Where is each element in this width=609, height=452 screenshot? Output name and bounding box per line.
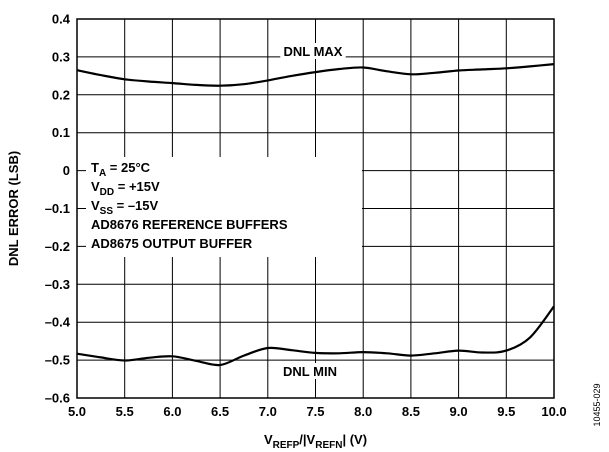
y-tick-label: –0.2 <box>45 239 70 254</box>
x-tick-label: 6.0 <box>163 404 181 419</box>
condition-line: TA = 25°C <box>91 160 151 179</box>
figure-code: 10455-029 <box>592 383 602 426</box>
dnl-min-label-bg <box>277 363 343 379</box>
y-tick-label: –0.5 <box>45 353 70 368</box>
x-tick-label: 7.0 <box>259 404 277 419</box>
condition-line: AD8675 OUTPUT BUFFER <box>91 236 253 251</box>
x-tick-label: 5.0 <box>68 404 86 419</box>
y-tick-label: 0.3 <box>52 49 70 64</box>
y-tick-label: 0.4 <box>52 12 71 27</box>
y-tick-label: 0.1 <box>52 125 70 140</box>
tick-labels: 5.0 5.5 6.0 6.5 7.0 7.5 8.0 8.5 9.0 9.5 10.0 0.4 0.3… <box>6 12 567 452</box>
x-axis-label: VREFP/|VREFN| (V) <box>264 432 367 451</box>
x-tick-label: 10.0 <box>541 404 566 419</box>
dnl-min-label: DNL MIN <box>283 364 337 379</box>
condition-line: VDD = +15V <box>91 179 160 198</box>
x-tick-label: 8.5 <box>402 404 420 419</box>
condition-line: AD8676 REFERENCE BUFFERS <box>91 217 288 232</box>
dnl-max-line <box>76 63 555 87</box>
conditions-bg <box>86 157 362 257</box>
condition-line: VSS = –15V <box>91 198 159 217</box>
dnl-min-line <box>76 305 555 367</box>
y-tick-label: –0.1 <box>45 201 70 216</box>
x-tick-label: 5.5 <box>116 404 134 419</box>
x-tick-label: 6.5 <box>211 404 229 419</box>
series-group <box>76 63 555 367</box>
y-axis-label: DNL ERROR (LSB) <box>6 151 21 266</box>
y-tick-label: –0.3 <box>45 277 70 292</box>
x-tick-label: 8.0 <box>354 404 372 419</box>
y-tick-label: –0.6 <box>45 391 70 406</box>
y-tick-label: 0.2 <box>52 87 70 102</box>
y-tick-label: –0.4 <box>45 315 71 330</box>
plot-border <box>76 18 555 399</box>
x-tick-label: 7.5 <box>306 404 324 419</box>
x-tick-label: 9.0 <box>450 404 468 419</box>
y-tick-label: 0 <box>63 163 70 178</box>
x-tick-label: 9.5 <box>497 404 515 419</box>
dnl-max-label: DNL MAX <box>284 44 343 59</box>
dnl-max-label-bg <box>280 43 346 59</box>
plot-frame <box>76 18 555 399</box>
